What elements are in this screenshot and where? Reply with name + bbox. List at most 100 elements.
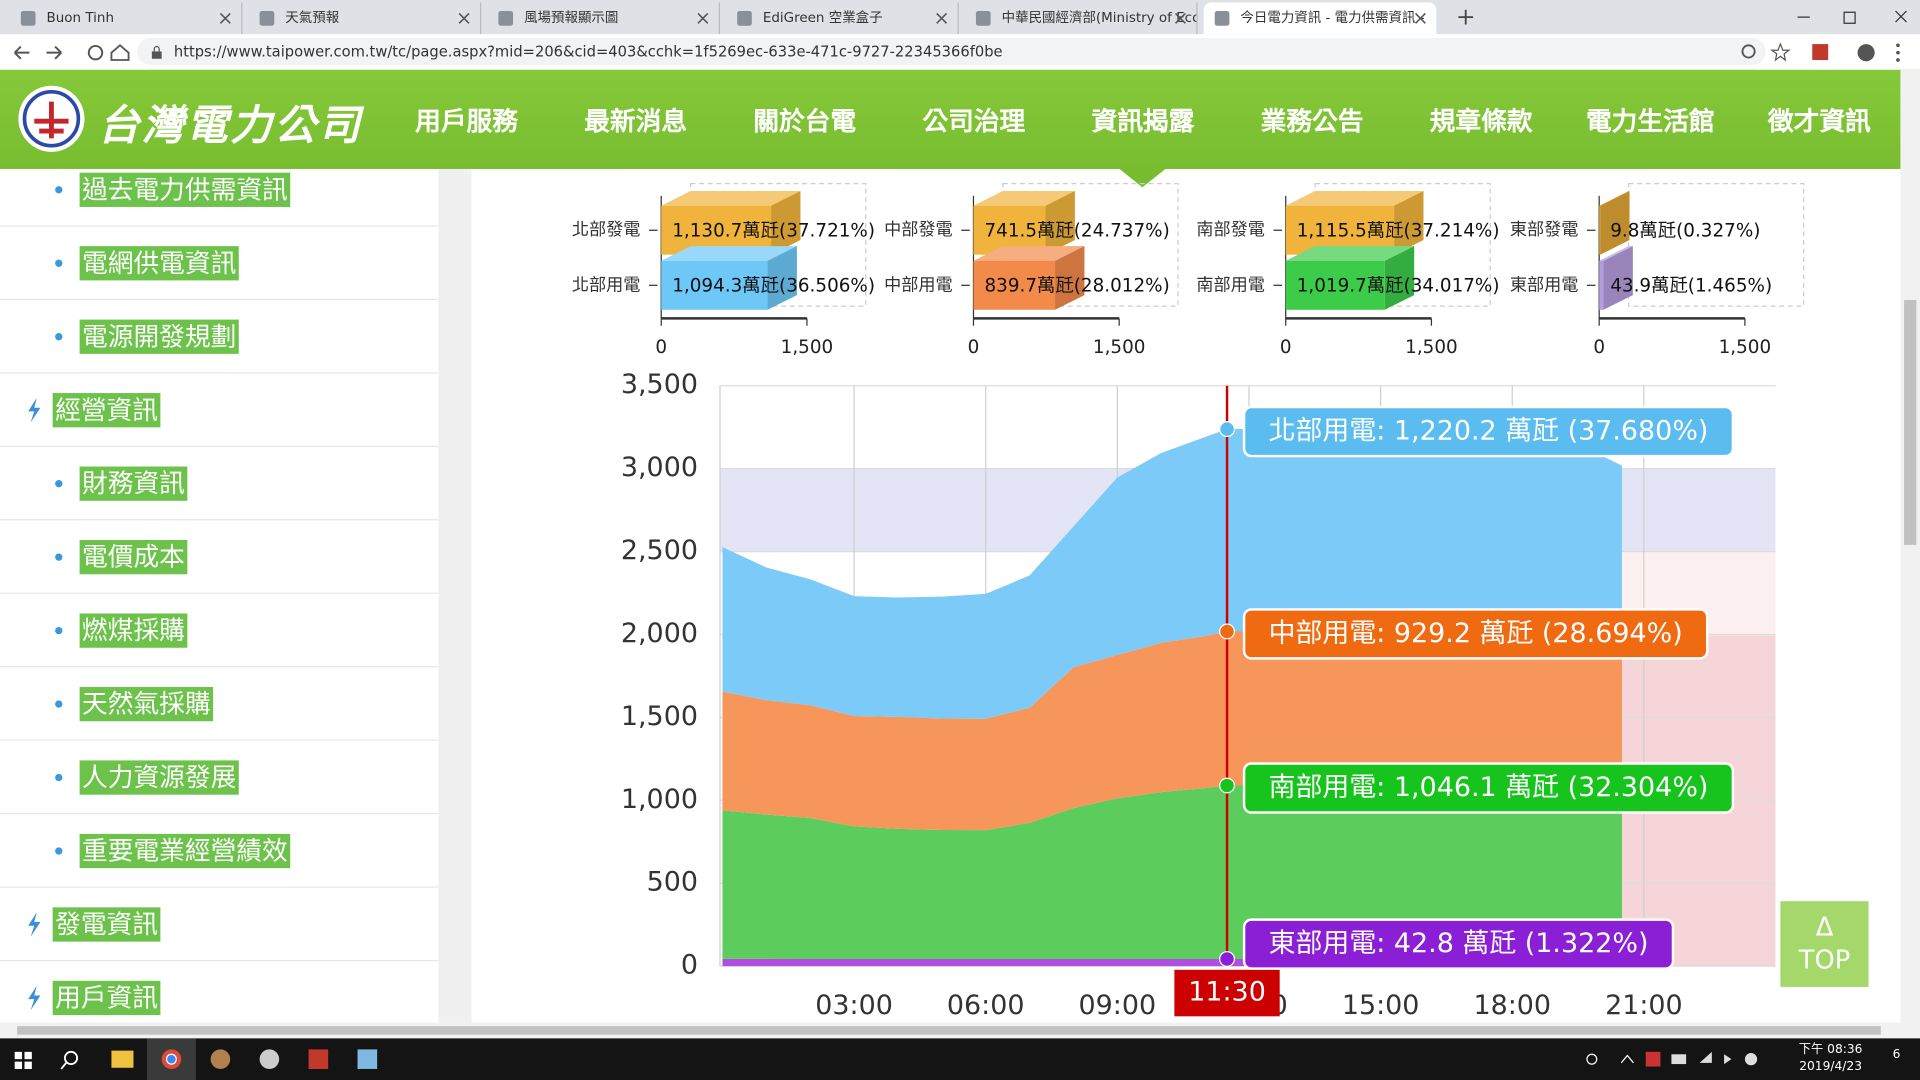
tab-close[interactable] xyxy=(1414,12,1426,24)
category-label: 中部用電 xyxy=(884,275,953,295)
tab[interactable]: Buon Tinh xyxy=(10,2,243,35)
tab-icon xyxy=(20,11,36,26)
sidebar-item[interactable]: 經營資訊 xyxy=(0,373,439,447)
nav-item[interactable]: 業務公告 xyxy=(1260,106,1364,136)
bar-side-shade xyxy=(771,191,801,255)
value-label: 741.5萬瓩(24.737%) xyxy=(984,220,1169,241)
tab-close[interactable] xyxy=(1174,12,1186,24)
nav-item[interactable]: 公司治理 xyxy=(922,106,1026,136)
h-scroll-thumb[interactable] xyxy=(17,1026,1881,1035)
bar-top-shade xyxy=(661,246,797,261)
nav-item[interactable]: 最新消息 xyxy=(584,106,688,136)
bar xyxy=(661,260,768,310)
category-label: 東部用電 xyxy=(1510,275,1578,295)
sidebar-item[interactable]: 發電資訊 xyxy=(0,887,439,962)
top-button[interactable]: Δ TOP xyxy=(1780,901,1869,987)
nav-item[interactable]: 電力生活館 xyxy=(1585,106,1715,136)
x-tick-label: 0 xyxy=(1593,337,1605,358)
tab-close[interactable] xyxy=(219,12,231,24)
logo-text[interactable]: 台灣電力公司 xyxy=(97,101,363,151)
x-tick-label: 06:00 xyxy=(947,990,1025,1021)
new-tab[interactable] xyxy=(1457,9,1474,26)
sidebar-item[interactable]: 過去電力供需資訊 xyxy=(0,168,439,227)
taskbar: 下午 08:36 2019/4/23 6 xyxy=(0,1038,1920,1080)
bar-side xyxy=(1394,191,1424,255)
tab-title: 今日電力資訊 - 電力供需資訊 - xyxy=(1240,9,1425,26)
sidebar-item[interactable]: 重要電業經營績效 xyxy=(0,814,439,888)
x-tick-label: 21:00 xyxy=(1605,990,1683,1021)
value-label: 1,019.7萬瓩(34.017%) xyxy=(1297,276,1500,297)
y-tick-label: 2,000 xyxy=(621,618,698,649)
bar-top-shade xyxy=(973,246,1085,261)
tab[interactable]: 風場預報顯示圖 xyxy=(487,2,720,35)
sidebar-item[interactable]: 燃煤採購 xyxy=(0,593,439,668)
x-tick-label: 09:00 xyxy=(1079,990,1157,1021)
value-label: 1,115.5萬瓩(37.214%) xyxy=(1297,220,1500,241)
nav-item[interactable]: 資訊揭露 xyxy=(1091,106,1195,136)
sidebar-item[interactable]: 用戶資訊 xyxy=(0,961,439,1023)
sidebar-text: 經營資訊 xyxy=(52,393,161,428)
scrollbar[interactable] xyxy=(1900,69,1920,1023)
tray-icons[interactable] xyxy=(1580,1048,1764,1070)
bar xyxy=(1599,260,1604,310)
bar-top-shade xyxy=(1599,246,1633,261)
bar-top-shade xyxy=(1285,246,1415,261)
sidebar-item[interactable]: 電網供電資訊 xyxy=(0,226,439,300)
sidebar-item[interactable]: 財務資訊 xyxy=(0,446,439,521)
sidebar-text: 財務資訊 xyxy=(79,466,188,501)
cursor-label: 11:30 xyxy=(1188,977,1266,1008)
bar-top-shade xyxy=(661,191,801,206)
sidebar-text: 重要電業經營績效 xyxy=(79,833,291,869)
tab[interactable]: 今日電力資訊 - 電力供需資訊 - xyxy=(1203,2,1437,35)
tooltip: 中部用電: 929.2 萬瓩 (28.694%) xyxy=(1242,608,1709,660)
bolt-icon xyxy=(28,912,41,937)
point-marker xyxy=(1219,777,1236,794)
tab-icon xyxy=(737,11,752,26)
window-controls[interactable] xyxy=(1788,5,1910,29)
bullet xyxy=(55,480,63,488)
scroll-thumb[interactable] xyxy=(1904,300,1917,545)
sidebar-item[interactable]: 電源開發規劃 xyxy=(0,300,439,374)
tooltip-value: : 929.2 萬瓩 (28.694%) xyxy=(1376,617,1682,648)
sidebar-item[interactable]: 人力資源發展 xyxy=(0,740,439,815)
tooltip-box xyxy=(1242,918,1675,970)
tab-close[interactable] xyxy=(458,12,470,24)
tab-close[interactable] xyxy=(697,12,709,24)
bullet xyxy=(55,259,63,267)
tab[interactable]: 中華民國經濟部(Ministry of Eco xyxy=(965,2,1198,35)
tooltip-box xyxy=(1242,762,1735,814)
nav-buttons[interactable] xyxy=(10,42,132,64)
tooltip-value: : 42.8 萬瓩 (1.322%) xyxy=(1376,928,1648,959)
sidebar-item[interactable]: 電價成本 xyxy=(0,520,439,594)
toolbar-icons[interactable] xyxy=(1739,42,1910,64)
sidebar-item[interactable]: 天然氣採購 xyxy=(0,667,439,741)
bar-top xyxy=(661,191,801,206)
notification-count[interactable]: 6 xyxy=(1892,1048,1901,1062)
tab[interactable]: 天氣預報 xyxy=(249,2,482,35)
chart-backdrop xyxy=(1627,183,1805,307)
nav-item[interactable]: 用戶服務 xyxy=(415,106,518,136)
tab[interactable]: EdiGreen 空業盒子 xyxy=(726,2,959,35)
tab-close[interactable] xyxy=(936,12,948,24)
bar-side xyxy=(1384,246,1415,310)
url[interactable]: https://www.taipower.com.tw/tc/page.aspx… xyxy=(173,42,1003,60)
sidebar-gutter xyxy=(438,168,472,1023)
date: 2019/4/23 xyxy=(1799,1060,1863,1074)
nav-item[interactable]: 規章條款 xyxy=(1429,106,1533,136)
bar-side-shade xyxy=(1045,191,1075,255)
taskbar-icons[interactable] xyxy=(0,1038,404,1080)
cursor-label-box xyxy=(1174,969,1280,1017)
clock[interactable]: 下午 08:36 2019/4/23 xyxy=(1790,1042,1871,1076)
nav-item[interactable]: 關於台電 xyxy=(753,106,857,136)
bolt-icon xyxy=(28,397,41,423)
url-box[interactable] xyxy=(137,37,1766,65)
nav-item[interactable]: 徵才資訊 xyxy=(1767,106,1871,136)
y-tick-label: 1,000 xyxy=(621,784,698,815)
tab-title: EdiGreen 空業盒子 xyxy=(762,9,883,26)
tab-icon xyxy=(975,11,991,26)
x-tick-label: 1,500 xyxy=(1405,337,1458,358)
series-name: 東部用電 xyxy=(1269,928,1377,959)
bar-top-shade xyxy=(1285,191,1424,206)
